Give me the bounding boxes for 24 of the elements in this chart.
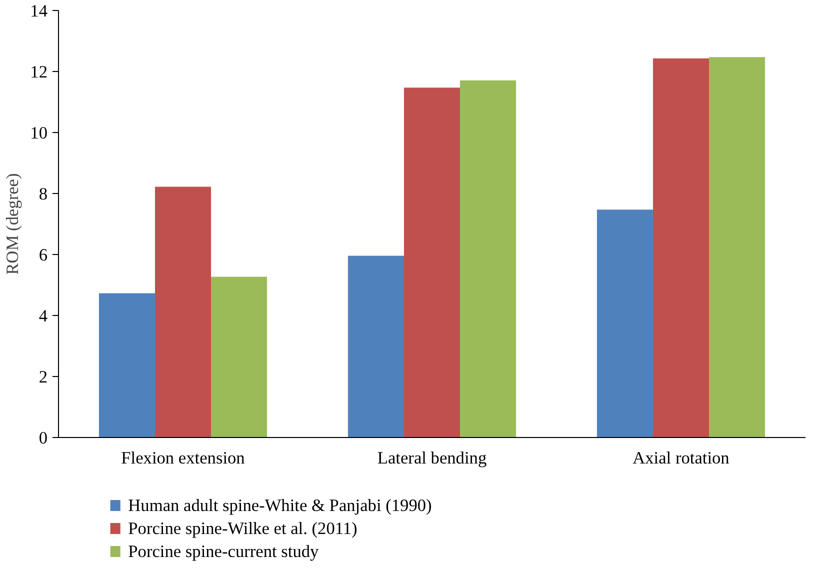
bar xyxy=(211,276,268,438)
bar xyxy=(709,57,766,438)
y-tick-label: 0 xyxy=(38,428,48,448)
y-tick-label: 14 xyxy=(30,2,48,20)
x-tick-label: Flexion extension xyxy=(121,448,246,468)
bar xyxy=(98,293,155,438)
y-tick-label: 4 xyxy=(38,306,48,326)
y-axis-title: ROM (degree) xyxy=(3,173,22,275)
x-tick-label: Lateral bending xyxy=(377,448,487,468)
bar xyxy=(460,80,516,438)
bar xyxy=(652,58,710,438)
y-tick-label: 10 xyxy=(30,124,48,142)
bar xyxy=(404,88,460,438)
legend-label: Human adult spine-White & Panjabi (1990) xyxy=(128,496,432,515)
legend-label: Porcine spine-Wilke et al. (2011) xyxy=(128,519,358,538)
bar xyxy=(596,210,653,438)
y-tick-label: 12 xyxy=(30,62,48,82)
bar xyxy=(348,256,404,438)
y-tick-label: 2 xyxy=(38,368,48,386)
legend-label: Porcine spine-current study xyxy=(128,542,320,561)
x-tick-label: Axial rotation xyxy=(632,448,730,468)
y-tick-label: 6 xyxy=(38,246,48,264)
y-tick-label: 8 xyxy=(38,184,48,204)
bar xyxy=(154,186,212,438)
